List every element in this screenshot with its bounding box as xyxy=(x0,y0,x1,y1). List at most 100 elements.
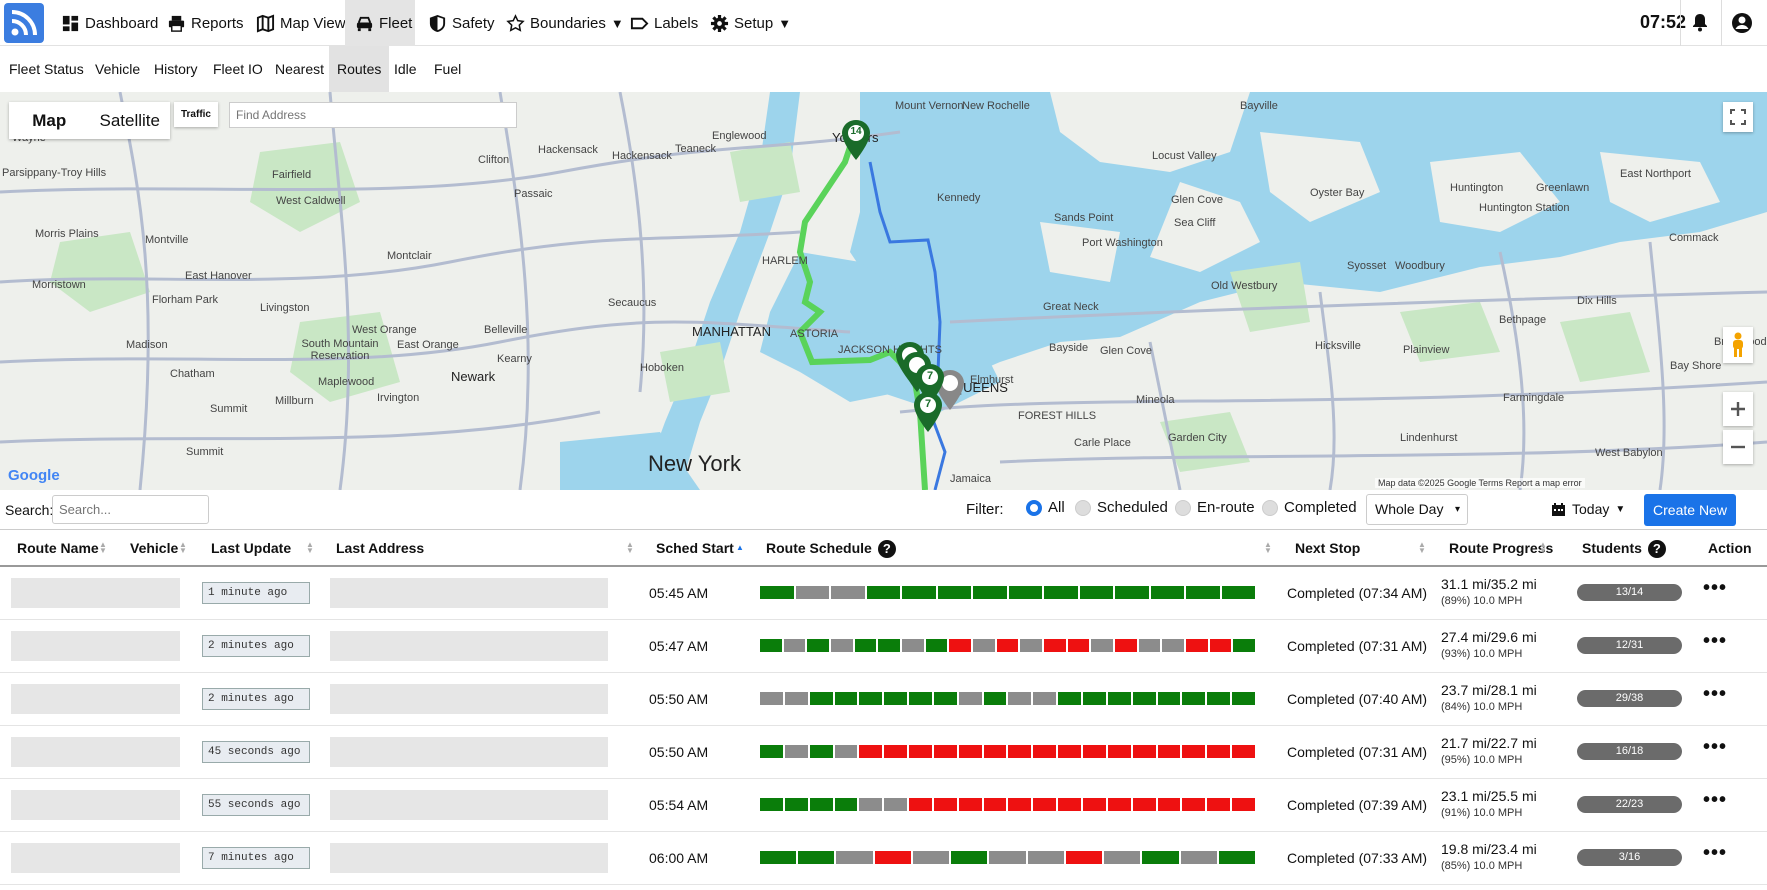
radio-icon xyxy=(1175,499,1191,516)
subnav-fuel[interactable]: Fuel xyxy=(434,61,462,77)
street-view-button[interactable] xyxy=(1723,327,1753,363)
filter-all-radio[interactable]: All xyxy=(1026,499,1065,516)
schedule-segment xyxy=(834,692,858,705)
col-students[interactable]: Students? xyxy=(1582,530,1666,566)
create-new-button[interactable]: Create New xyxy=(1644,494,1736,526)
table-row[interactable]: 1 minute ago 05:45 AM Completed (07:34 AM)… xyxy=(0,567,1767,620)
map-tab[interactable]: Map xyxy=(32,111,67,130)
traffic-toggle[interactable]: Traffic xyxy=(174,102,218,127)
map-label: Woodbury xyxy=(1395,260,1445,272)
subnav-idle[interactable]: Idle xyxy=(394,61,417,77)
route-name-cell[interactable] xyxy=(11,578,180,608)
route-map[interactable]: Wayne Parsippany-Troy Hills Fairfield We… xyxy=(0,92,1767,490)
zoom-out-button[interactable] xyxy=(1723,430,1753,464)
nav-labels-label: Labels xyxy=(654,14,699,32)
map-label: Morris Plains xyxy=(35,228,99,240)
route-name-cell[interactable] xyxy=(11,790,180,820)
map-label: Huntington Station xyxy=(1479,202,1570,214)
col-route-progress[interactable]: Route Progress xyxy=(1449,540,1554,556)
row-actions-button[interactable]: ••• xyxy=(1703,842,1728,864)
subnav-history[interactable]: History xyxy=(154,61,198,77)
route-name-cell[interactable] xyxy=(11,737,180,767)
subnav-vehicle[interactable]: Vehicle xyxy=(95,61,141,77)
notifications-button[interactable] xyxy=(1690,12,1710,37)
schedule-segment xyxy=(902,639,924,652)
table-row[interactable]: 2 minutes ago 05:47 AM Completed (07:31 AM… xyxy=(0,620,1767,673)
subnav-nearest[interactable]: Nearest xyxy=(275,61,325,77)
zoom-in-button[interactable] xyxy=(1723,392,1753,426)
map-label: Secaucus xyxy=(608,297,657,309)
app-logo[interactable] xyxy=(4,3,44,43)
col-last-update[interactable]: Last Update xyxy=(211,540,292,556)
map-pin[interactable]: 7 xyxy=(914,392,942,437)
help-icon[interactable]: ? xyxy=(877,540,896,559)
map-pin[interactable]: 14 xyxy=(842,120,870,165)
row-actions-button[interactable]: ••• xyxy=(1703,577,1728,599)
route-progress-distance: 31.1 mi/35.2 mi xyxy=(1441,576,1537,592)
nav-mapview-label: Map View xyxy=(280,14,346,32)
route-schedule-bar[interactable] xyxy=(760,851,1256,864)
route-schedule-bar[interactable] xyxy=(760,639,1256,652)
col-sched-start[interactable]: Sched Start xyxy=(656,540,734,556)
map-label: Dix Hills xyxy=(1577,295,1617,307)
row-actions-button[interactable]: ••• xyxy=(1703,736,1728,758)
row-actions-button[interactable]: ••• xyxy=(1703,630,1728,652)
route-name-cell[interactable] xyxy=(11,631,180,661)
help-icon[interactable]: ? xyxy=(1647,540,1666,559)
subnav-fleet-status[interactable]: Fleet Status xyxy=(9,61,84,77)
nav-mapview[interactable]: Map View xyxy=(256,0,346,46)
subnav-fleet-io[interactable]: Fleet IO xyxy=(213,61,263,77)
schedule-segment xyxy=(807,639,830,652)
filter-completed-radio[interactable]: Completed xyxy=(1262,499,1357,516)
pin-icon xyxy=(842,120,870,160)
route-schedule-bar[interactable] xyxy=(760,798,1255,811)
next-stop-cell: Completed (07:39 AM) xyxy=(1287,797,1428,813)
route-schedule-bar[interactable] xyxy=(760,745,1255,758)
map-label: Commack xyxy=(1669,232,1719,244)
user-menu-button[interactable] xyxy=(1731,12,1753,39)
table-row[interactable]: 55 seconds ago 05:54 AM Completed (07:39 A… xyxy=(0,779,1767,832)
row-actions-button[interactable]: ••• xyxy=(1703,683,1728,705)
day-picker[interactable]: Today ▼ xyxy=(1551,501,1625,517)
col-route-name[interactable]: Route Name xyxy=(17,540,99,556)
table-row[interactable]: 45 seconds ago 05:50 AM Completed (07:31 A… xyxy=(0,726,1767,779)
nav-reports[interactable]: Reports xyxy=(167,0,244,46)
pin-label: 7 xyxy=(924,398,932,410)
subnav-routes[interactable]: Routes xyxy=(329,46,390,92)
route-name-cell[interactable] xyxy=(11,684,180,714)
find-address-input[interactable] xyxy=(229,102,517,128)
col-next-stop[interactable]: Next Stop xyxy=(1295,540,1361,556)
schedule-segment xyxy=(760,851,797,864)
map-attribution[interactable]: Map data ©2025 Google Terms Report a map… xyxy=(1375,478,1585,488)
route-schedule-bar[interactable] xyxy=(760,586,1255,599)
nav-boundaries[interactable]: Boundaries ▼ xyxy=(506,0,624,46)
nav-labels[interactable]: Labels xyxy=(630,0,698,46)
col-route-schedule[interactable]: Route Schedule? xyxy=(766,530,896,566)
col-last-address[interactable]: Last Address xyxy=(336,540,425,556)
schedule-segment xyxy=(1209,639,1232,652)
satellite-tab[interactable]: Satellite xyxy=(99,111,160,130)
filter-scheduled-radio[interactable]: Scheduled xyxy=(1075,499,1168,516)
route-schedule-bar[interactable] xyxy=(760,692,1255,705)
last-address-cell xyxy=(330,631,608,661)
filter-enroute-radio[interactable]: En-route xyxy=(1175,499,1255,516)
schedule-segment xyxy=(989,851,1026,864)
nav-fleet[interactable]: Fleet xyxy=(345,0,415,46)
schedule-segment xyxy=(760,745,783,758)
table-row[interactable]: 2 minutes ago 05:50 AM Completed (07:40 AM… xyxy=(0,673,1767,726)
row-actions-button[interactable]: ••• xyxy=(1703,789,1728,811)
nav-setup[interactable]: Setup ▼ xyxy=(710,0,791,46)
nav-dashboard[interactable]: Dashboard xyxy=(61,0,158,46)
nav-safety[interactable]: Safety xyxy=(428,0,495,46)
map-label: Great Neck xyxy=(1043,301,1099,313)
filter-option-label: En-route xyxy=(1197,499,1255,516)
col-vehicle[interactable]: Vehicle xyxy=(130,540,179,556)
fullscreen-button[interactable] xyxy=(1723,102,1753,132)
time-range-select[interactable]: Whole Day ▾ xyxy=(1366,494,1468,525)
table-row[interactable]: 7 minutes ago 06:00 AM Completed (07:33 AM… xyxy=(0,832,1767,885)
search-input[interactable] xyxy=(52,495,209,524)
map-label: Plainview xyxy=(1403,344,1450,356)
students-badge: 22/23 xyxy=(1577,796,1682,813)
map-label: East Hanover xyxy=(185,270,252,282)
route-name-cell[interactable] xyxy=(11,843,180,873)
